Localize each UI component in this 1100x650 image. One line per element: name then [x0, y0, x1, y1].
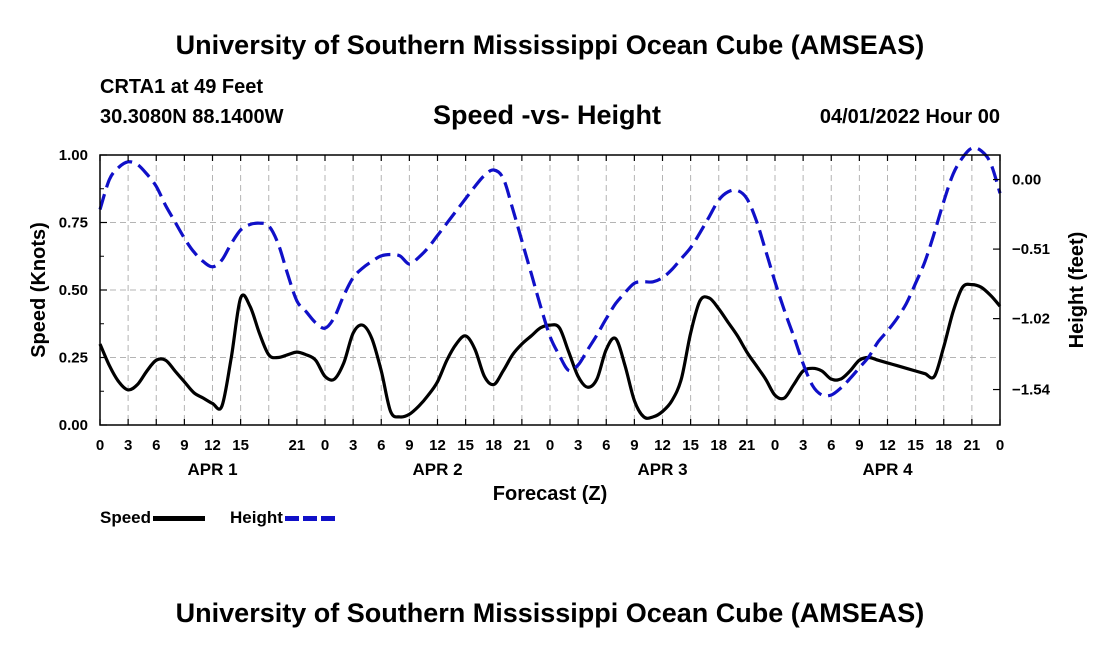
x-axis-label: Forecast (Z) — [493, 483, 607, 505]
x-tick-label: 6 — [602, 437, 610, 454]
x-tick-label: 9 — [855, 437, 863, 454]
footer-title: University of Southern Mississippi Ocean… — [175, 598, 925, 628]
x-tick-label: 15 — [457, 437, 474, 454]
x-tick-label: 21 — [514, 437, 531, 454]
x-tick-label: 0 — [771, 437, 779, 454]
y2-tick-label: −1.02 — [1012, 311, 1050, 328]
x-tick-label: 15 — [907, 437, 924, 454]
x-tick-label: 6 — [827, 437, 835, 454]
main-title: University of Southern Mississippi Ocean… — [175, 30, 925, 60]
y-tick-label: 1.00 — [59, 147, 88, 164]
x-tick-label: 21 — [739, 437, 756, 454]
y-tick-label: 0.50 — [59, 282, 88, 299]
x-tick-label: 3 — [124, 437, 132, 454]
x-tick-label: 3 — [799, 437, 807, 454]
y2-axis-label: Height (feet) — [1066, 232, 1088, 349]
x-tick-label: 0 — [96, 437, 104, 454]
x-day-label: APR 3 — [637, 460, 687, 479]
x-tick-label: 9 — [180, 437, 188, 454]
x-tick-label: 3 — [349, 437, 357, 454]
legend-height-swatch — [284, 515, 337, 521]
x-tick-label: 18 — [935, 437, 952, 454]
y-tick-label: 0.00 — [59, 417, 88, 434]
chart-axes: 0 3 6 9 12 15 21 0 3 6 9 12 15 18 21 0 3 6 9 12 15 18 21 0 3 6 9 12… — [59, 147, 1051, 479]
x-day-label: APR 2 — [412, 460, 462, 479]
forecast-date: 04/01/2022 Hour 00 — [819, 106, 1000, 128]
x-tick-label: 12 — [204, 437, 221, 454]
x-tick-label: 3 — [574, 437, 582, 454]
station-coords: 30.3080N 88.1400W — [100, 106, 284, 128]
x-day-label: APR 1 — [187, 460, 237, 479]
chart-series — [98, 146, 1002, 420]
x-tick-label: 6 — [152, 437, 160, 454]
x-tick-label: 9 — [630, 437, 638, 454]
x-tick-label: 15 — [682, 437, 699, 454]
chart-title: Speed -vs- Height — [433, 100, 662, 130]
x-tick-label: 18 — [485, 437, 502, 454]
x-tick-label: 21 — [289, 437, 306, 454]
x-tick-label: 12 — [879, 437, 896, 454]
x-tick-label: 6 — [377, 437, 385, 454]
x-tick-label: 0 — [546, 437, 554, 454]
speed-series-line — [98, 282, 1002, 420]
y2-tick-label: −0.51 — [1012, 241, 1050, 258]
legend-speed: Speed — [100, 508, 206, 528]
y-axis-label: Speed (Knots) — [28, 222, 50, 358]
x-tick-label: 9 — [405, 437, 413, 454]
x-tick-label: 15 — [232, 437, 249, 454]
y-tick-label: 0.75 — [59, 215, 88, 232]
height-series-line — [98, 146, 1002, 398]
x-tick-label: 18 — [710, 437, 727, 454]
legend-height-label: Height — [230, 508, 283, 527]
y2-tick-label: 0.00 — [1012, 172, 1041, 189]
x-tick-label: 12 — [654, 437, 671, 454]
station-name: CRTA1 at 49 Feet — [100, 76, 264, 98]
x-tick-label: 21 — [964, 437, 981, 454]
legend-height: Height — [230, 508, 337, 528]
x-tick-label: 12 — [429, 437, 446, 454]
legend-speed-swatch — [153, 515, 206, 521]
y2-tick-label: −1.54 — [1012, 382, 1051, 399]
x-day-label: APR 4 — [862, 460, 913, 479]
legend-speed-label: Speed — [100, 508, 152, 527]
y-tick-label: 0.25 — [59, 350, 88, 367]
chart-grid — [100, 155, 1000, 425]
x-tick-label: 0 — [996, 437, 1004, 454]
x-tick-label: 0 — [321, 437, 329, 454]
